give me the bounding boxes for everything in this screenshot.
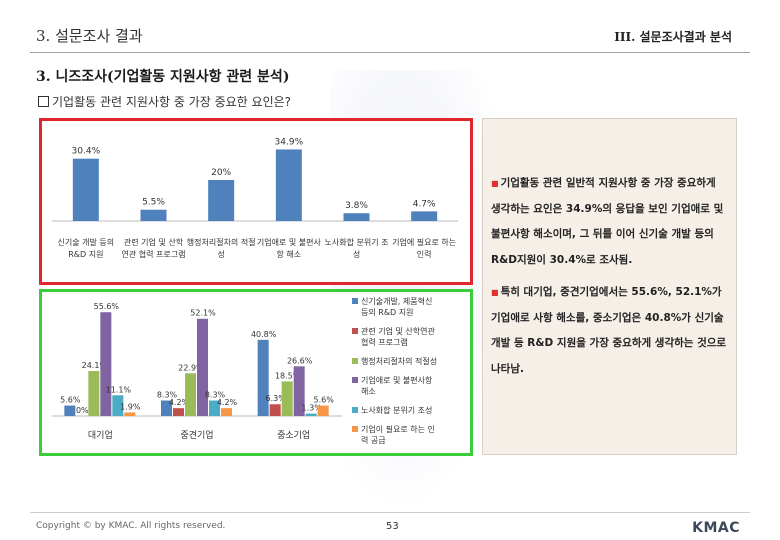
footer-divider — [30, 512, 750, 513]
page-subtitle: 3. 니즈조사(기업활동 지원사항 관련 분석) — [36, 69, 290, 85]
legend-label: 등의 R&D 지원 — [361, 307, 413, 317]
data-label: 6.3% — [266, 394, 287, 403]
data-label: 24.1% — [82, 361, 108, 370]
data-label: 5.6% — [60, 396, 81, 405]
bullet-icon: ■ — [491, 179, 499, 188]
bar — [281, 381, 293, 416]
data-label: 1.9% — [120, 402, 141, 411]
legend-label: 신기술개발, 제품혁신 — [361, 296, 432, 306]
section-title: 3. 설문조사 결과 — [36, 27, 143, 45]
question-line: 기업활동 관련 지원사항 중 가장 중요한 요인은? — [38, 93, 291, 110]
data-label: 40.8% — [251, 330, 277, 339]
data-label: 5.6% — [314, 396, 335, 405]
bar — [72, 158, 99, 221]
bar — [185, 373, 196, 416]
data-label: 4.7% — [413, 199, 436, 209]
legend-label: 행정처리절차의 적절성 — [361, 356, 437, 366]
summary-paragraph-2: ■ 특히 대기업, 중견기업에서는 55.6%, 52.1%가 기업애로 사항 해… — [491, 286, 727, 375]
category-label: 성 — [217, 250, 224, 259]
bar — [208, 180, 235, 221]
legend-label: 기업애로 및 불편사항 — [361, 375, 433, 385]
category-label: 중소기업 — [277, 430, 310, 441]
bar — [64, 405, 76, 416]
legend-label: 해소 — [361, 386, 376, 396]
bar — [88, 371, 100, 416]
data-label: 30.4% — [72, 147, 101, 157]
category-label: 대기업 — [88, 430, 113, 441]
header-divider — [30, 52, 750, 53]
bar — [173, 408, 184, 416]
question-text: 기업활동 관련 지원사항 중 가장 중요한 요인은? — [52, 95, 292, 109]
data-label: 8.3% — [205, 391, 226, 400]
category-label: 항 해소 — [277, 249, 302, 259]
data-label: 3.8% — [345, 201, 368, 211]
category-label: 인력 — [417, 249, 432, 259]
data-label: 26.6% — [287, 356, 313, 365]
legend-label: 노사화합 분위기 조성 — [361, 406, 432, 415]
data-label: 5.5% — [142, 198, 165, 208]
legend-swatch — [352, 426, 358, 432]
chapter-title: III. 설문조사결과 분석 — [614, 30, 732, 44]
bar — [293, 366, 305, 416]
category-label: 관련 기업 및 산학 — [124, 237, 184, 247]
kmac-logo: KMAC — [692, 520, 740, 536]
data-label: 34.9% — [275, 137, 304, 147]
data-label: 18.5% — [275, 371, 301, 380]
legend-label: 관련 기업 및 산학연관 — [361, 326, 436, 336]
bar — [221, 408, 232, 416]
bar — [411, 211, 438, 221]
page-number: 53 — [386, 521, 399, 532]
category-label: 성 — [353, 250, 360, 259]
data-label: 55.6% — [94, 302, 120, 311]
legend-label: 기업이 필요로 하는 인 — [361, 424, 435, 434]
category-label: 기업에 필요로 하는 — [392, 237, 456, 247]
data-label: 22.9% — [178, 363, 204, 372]
category-label: 신기술 개발 등의 — [58, 237, 115, 247]
overall-bar-chart: 30.4% 신기술 개발 등의 R&D 지원 5.5% 관련 기업 및 산학연관 협력… — [52, 137, 458, 259]
checkbox-bullet-icon — [38, 96, 49, 107]
bar — [343, 213, 370, 221]
legend-swatch — [352, 328, 358, 334]
data-label: 8.3% — [157, 391, 178, 400]
bar — [112, 395, 124, 416]
bar — [140, 209, 167, 221]
bar — [269, 404, 281, 416]
bar — [257, 339, 269, 416]
legend-label: 협력 프로그램 — [361, 337, 408, 347]
bullet-icon: ■ — [491, 288, 499, 297]
data-label: 11.1% — [106, 385, 132, 394]
data-label: 4.2% — [169, 398, 190, 407]
bar — [317, 405, 329, 416]
data-label: 4.2% — [217, 398, 238, 407]
category-label: 기업애로 및 불편사 — [257, 237, 322, 247]
company-size-bar-chart: 5.6%0%24.1%55.6%11.1%1.9%대기업8.3%4.2%22.9… — [52, 296, 437, 445]
legend-swatch — [352, 358, 358, 364]
bar — [161, 400, 172, 416]
category-label: 중견기업 — [180, 429, 213, 441]
category-label: 행정처리절차의 적절 — [187, 237, 256, 247]
data-label: 52.1% — [190, 309, 216, 318]
bar — [100, 312, 112, 416]
copyright-text: Copyright © by KMAC. All rights reserved… — [36, 521, 226, 531]
bar — [305, 413, 317, 416]
legend-swatch — [352, 298, 358, 304]
bar — [209, 400, 220, 416]
legend-swatch — [352, 377, 358, 383]
summary-panel: ■ 기업활동 관련 일반적 지원사항 중 가장 중요하게 생각하는 요인은 34.… — [482, 118, 737, 455]
data-label: 20% — [211, 168, 231, 178]
legend-swatch — [352, 407, 358, 413]
category-label: 연관 협력 프로그램 — [122, 249, 186, 259]
company-size-chart-frame: 5.6% 0% 24.1% 55.6% 11.1% 1.9% 대기업 8.3% 4.2% 22.9… — [39, 289, 473, 456]
category-label: R&D 지원 — [68, 250, 103, 259]
bar — [197, 318, 208, 416]
legend-label: 력 공급 — [361, 435, 386, 445]
data-label: 1.3% — [302, 404, 323, 413]
category-label: 노사화합 분위기 조 — [325, 238, 389, 247]
data-label: 0% — [76, 406, 89, 415]
bar — [275, 149, 302, 221]
summary-paragraph-1: ■ 기업활동 관련 일반적 지원사항 중 가장 중요하게 생각하는 요인은 34.… — [491, 177, 724, 266]
bar — [124, 412, 136, 416]
